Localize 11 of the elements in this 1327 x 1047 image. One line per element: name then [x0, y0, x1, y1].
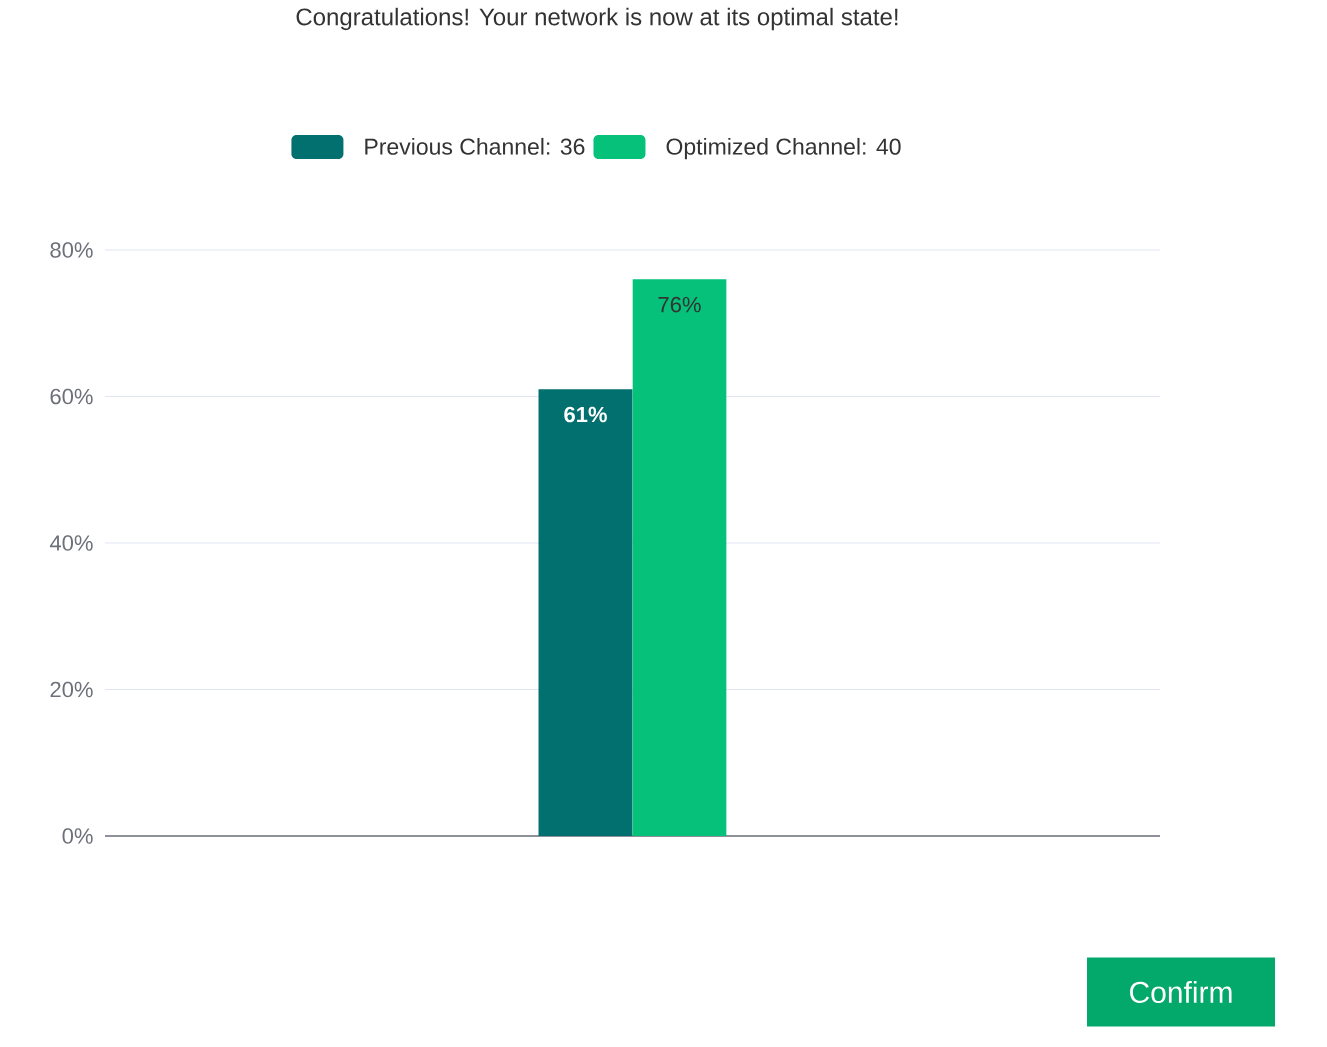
data-label: 76%: [658, 296, 701, 313]
chart-title: Congratulations! Your network is now at its optimal state!: [296, 7, 898, 31]
y-tick-label: 60%: [50, 388, 93, 405]
text: Confirm: [1130, 980, 1232, 1004]
legend-label: Optimized Channel: 40: [666, 137, 901, 160]
data-label: 61%: [564, 406, 607, 423]
y-tick-label: 80%: [50, 242, 93, 258]
y-tick-label: 20%: [50, 681, 93, 698]
y-tick-label: 40%: [49, 535, 93, 551]
y-tick-label: 0%: [62, 828, 93, 844]
legend-label: Previous Channel: 36: [365, 137, 585, 155]
